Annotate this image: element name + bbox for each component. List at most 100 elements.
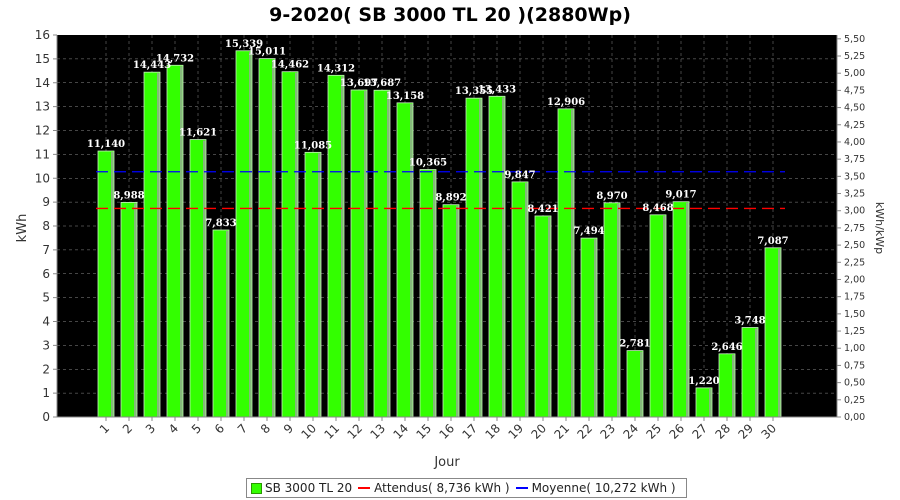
x-tick-label: 11 (321, 421, 342, 442)
bar-shade (134, 203, 137, 417)
bar-shade (479, 99, 482, 417)
bar-value-label: 15,011 (248, 47, 286, 58)
x-tick-label: 23 (597, 421, 618, 442)
y2-tick-label: 4,50 (844, 103, 865, 114)
x-tick-label: 27 (689, 421, 710, 442)
y2-tick-label: 5,25 (844, 51, 865, 62)
legend-item-expected: Attendus( 8,736 kWh ) (358, 481, 510, 495)
y2-tick-label: 4,75 (844, 85, 865, 96)
bar-value-label: 12,906 (547, 97, 585, 108)
bar-shade (295, 72, 298, 417)
bar-value-label: 11,085 (294, 140, 332, 151)
bar-shade (249, 51, 252, 418)
x-tick-label: 20 (528, 421, 549, 442)
bar-value-label: 7,494 (573, 226, 604, 237)
bar-value-label: 2,646 (711, 342, 742, 353)
bar-value-label: 1,220 (688, 376, 719, 387)
legend-item-production: SB 3000 TL 20 (251, 481, 352, 495)
bar-shade (755, 328, 758, 417)
bar-shade (111, 152, 114, 417)
bar-value-label: 11,621 (179, 128, 217, 139)
bar-value-label: 10,365 (409, 158, 447, 169)
bar-shade (272, 59, 275, 418)
y2-axis: 0,00 0,25 0,50 0,75 1,00 1,25 1,50 1,75 2,00 2,25… (836, 34, 865, 423)
x-tick-label: 1 (97, 421, 112, 436)
x-tick-label: 30 (758, 421, 779, 442)
bar-shade (226, 230, 229, 417)
x-tick-label: 9 (281, 421, 296, 436)
x-tick-label: 18 (482, 421, 503, 442)
x-tick-label: 17 (459, 421, 480, 442)
bar-shade (732, 354, 735, 417)
bar-shade (663, 215, 666, 417)
bar-value-label: 8,970 (596, 191, 627, 202)
bar-shade (410, 103, 413, 417)
y2-tick-label: 3,75 (844, 154, 865, 165)
x-tick-label: 14 (390, 421, 411, 442)
bar-shade (364, 90, 367, 417)
x-tick-label: 13 (367, 421, 388, 442)
bar-value-label: 8,421 (527, 204, 558, 215)
bar-value-label: 11,140 (87, 139, 125, 150)
y-axis-label: kWh (15, 214, 30, 243)
x-tick-label: 12 (344, 421, 365, 442)
y2-tick-label: 4,00 (844, 137, 865, 148)
y-tick-label: 3 (42, 338, 50, 352)
legend-label-average: Moyenne( 10,272 kWh ) (531, 481, 676, 495)
x-tick-label: 24 (620, 421, 641, 442)
bar-value-label: 14,312 (317, 63, 355, 74)
bar-value-label: 13,158 (386, 91, 424, 102)
legend-bar-swatch (251, 482, 262, 494)
bar-value-label: 7,833 (205, 218, 236, 229)
bar-value-label: 9,847 (504, 170, 535, 181)
bar-shade (433, 170, 436, 417)
x-axis: 1 2 3 4 5 6 7 8 9 10 11 12 13 14 15 16 17 18 19 20 21 22 23 24 2… (57, 416, 837, 442)
bar-shade (594, 239, 597, 417)
bar-value-label: 3,748 (734, 316, 765, 327)
y2-tick-label: 1,25 (844, 326, 865, 337)
bar-value-label: 13,697 (340, 78, 378, 89)
y2-tick-label: 1,00 (844, 343, 865, 354)
y-tick-label: 15 (35, 52, 50, 66)
y2-axis-label: kWh/kWp (873, 202, 886, 254)
y-tick-label: 0 (42, 410, 50, 424)
y-tick-label: 11 (35, 147, 50, 161)
bar-shade (686, 202, 689, 417)
y2-tick-label: 1,75 (844, 292, 865, 303)
bar-shade (180, 66, 183, 417)
y2-tick-label: 2,00 (844, 274, 865, 285)
bar-shade (548, 216, 551, 417)
bar-shade (640, 351, 643, 417)
x-tick-label: 25 (643, 421, 664, 442)
x-tick-label: 5 (189, 421, 204, 436)
x-tick-label: 28 (712, 421, 733, 442)
bar-value-label: 2,781 (619, 339, 650, 350)
bar-value-label: 14,443 (133, 60, 171, 71)
x-tick-label: 6 (212, 421, 227, 436)
chart-title: 9-2020( SB 3000 TL 20 )(2880Wp) (269, 4, 631, 26)
y-tick-label: 14 (35, 76, 50, 90)
legend-red-line-swatch (358, 487, 371, 489)
bar-value-label: 8,988 (113, 190, 144, 201)
y2-tick-label: 0,25 (844, 395, 865, 406)
x-tick-label: 21 (551, 421, 572, 442)
y-tick-label: 9 (42, 195, 50, 209)
legend-label-expected: Attendus( 8,736 kWh ) (374, 481, 510, 495)
legend-label-production: SB 3000 TL 20 (265, 481, 353, 495)
legend: SB 3000 TL 20 Attendus( 8,736 kWh ) Moye… (246, 478, 687, 498)
y2-tick-label: 4,25 (844, 120, 865, 131)
y-tick-label: 1 (42, 386, 50, 400)
y2-tick-label: 2,75 (844, 223, 865, 234)
y-tick-label: 16 (35, 28, 50, 42)
y-tick-label: 10 (35, 171, 50, 185)
bar-shade (617, 203, 620, 417)
x-tick-label: 15 (413, 421, 434, 442)
x-tick-label: 26 (666, 421, 687, 442)
bar-value-label: 13,355 (455, 86, 493, 97)
y2-tick-label: 1,50 (844, 309, 865, 320)
bars (97, 50, 782, 418)
y2-tick-label: 3,25 (844, 189, 865, 200)
